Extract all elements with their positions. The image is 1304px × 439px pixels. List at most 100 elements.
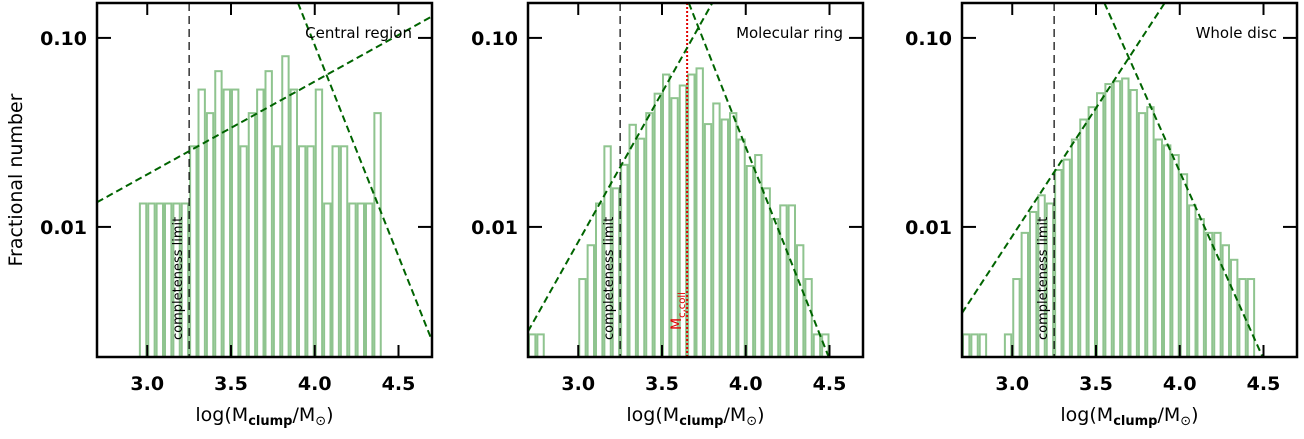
bar xyxy=(712,102,721,357)
plot-area xyxy=(528,3,830,357)
bar xyxy=(1054,169,1063,357)
bar xyxy=(1087,106,1096,357)
x-axis-label: log(Mclump/M⊙) xyxy=(1060,404,1198,429)
bar xyxy=(695,67,704,357)
axes-frame xyxy=(526,1,865,359)
bar xyxy=(289,88,298,357)
bar xyxy=(281,55,290,357)
label-part: c,coll xyxy=(677,292,688,318)
y-axis-label: Fractional number xyxy=(5,93,27,266)
bar xyxy=(1104,83,1113,357)
bar xyxy=(978,333,988,357)
bar xyxy=(796,244,805,357)
bar xyxy=(1020,231,1029,357)
x-tick-label: 3.0 xyxy=(995,373,1029,395)
bar xyxy=(164,202,173,357)
bar xyxy=(536,333,545,357)
label-part: /M xyxy=(292,404,315,426)
label-part: ⊙ xyxy=(1180,414,1191,429)
bar xyxy=(754,154,763,357)
x-tick-label: 3.0 xyxy=(130,373,164,395)
bar xyxy=(770,218,780,357)
bar xyxy=(603,145,612,357)
label-part: clump xyxy=(248,414,292,429)
axes-frame xyxy=(95,1,434,359)
bar xyxy=(1003,333,1013,357)
y-tick-label: 0.10 xyxy=(40,28,87,50)
y-tick-label: 0.01 xyxy=(40,217,87,239)
bar xyxy=(729,112,738,357)
label-part: log(M xyxy=(1060,404,1113,426)
bar xyxy=(197,88,206,357)
bar xyxy=(1188,204,1197,357)
label-part: ) xyxy=(326,404,333,426)
bar xyxy=(787,204,796,357)
bar xyxy=(180,202,190,357)
bar xyxy=(1045,202,1055,357)
bar xyxy=(1204,231,1214,357)
bar xyxy=(1163,144,1172,357)
plot-area xyxy=(97,3,432,357)
bar xyxy=(645,112,654,357)
panel-annotation: Whole disc xyxy=(1196,24,1277,42)
plot-area xyxy=(962,3,1264,357)
panel: completeness limit 3.0 3.5 4.0 4.5 0.01 0.10 lo… xyxy=(905,1,1299,429)
fit-line xyxy=(962,3,1166,314)
bar xyxy=(662,73,671,357)
label-part: clump xyxy=(679,414,723,429)
bar xyxy=(314,88,324,357)
label-part: ) xyxy=(1191,404,1198,426)
bar xyxy=(1079,118,1088,357)
bar xyxy=(970,333,979,357)
bar xyxy=(586,244,595,357)
bar xyxy=(1179,173,1189,357)
bar xyxy=(578,278,587,357)
reference-label: completeness limit xyxy=(1036,217,1051,340)
x-tick-label: 3.0 xyxy=(561,373,595,395)
bar xyxy=(720,118,729,357)
bar xyxy=(373,112,382,357)
bar xyxy=(189,145,198,357)
bar xyxy=(812,333,822,357)
x-tick-label: 4.0 xyxy=(1163,373,1197,395)
bar xyxy=(1070,138,1080,357)
bar xyxy=(339,145,349,357)
axes-frame xyxy=(960,1,1299,359)
bar xyxy=(779,204,788,357)
x-tick-label: 4.5 xyxy=(382,373,416,395)
bar xyxy=(1062,158,1071,357)
bar xyxy=(1121,77,1130,357)
bar xyxy=(745,165,755,357)
fit-line xyxy=(97,15,432,204)
label-part: /M xyxy=(723,404,746,426)
bar xyxy=(272,145,282,357)
label-part: ) xyxy=(757,404,764,426)
bar xyxy=(703,123,713,357)
fit-line xyxy=(528,3,714,332)
bar xyxy=(1112,80,1122,357)
bar xyxy=(1213,231,1222,357)
bar xyxy=(356,202,365,357)
bar xyxy=(155,202,164,357)
bar xyxy=(205,112,215,357)
bar xyxy=(687,73,696,357)
x-tick-label: 4.0 xyxy=(729,373,763,395)
label-part: ⊙ xyxy=(315,414,326,429)
label-part: clump xyxy=(1113,414,1157,429)
x-tick-label: 4.0 xyxy=(298,373,332,395)
bar xyxy=(1171,154,1180,357)
bar xyxy=(172,202,181,357)
bar xyxy=(1196,218,1205,357)
bar xyxy=(331,145,340,357)
bar xyxy=(1221,244,1230,357)
panel: completeness limit 3.0 3.5 4.0 4.5 0.01 0.10 lo… xyxy=(5,1,434,429)
bar xyxy=(298,145,307,357)
y-tick-label: 0.10 xyxy=(905,28,952,50)
bar xyxy=(231,88,240,357)
bar xyxy=(678,84,688,357)
bar xyxy=(256,88,265,357)
bar xyxy=(528,333,537,357)
bar xyxy=(670,97,679,357)
bar xyxy=(1230,258,1239,357)
